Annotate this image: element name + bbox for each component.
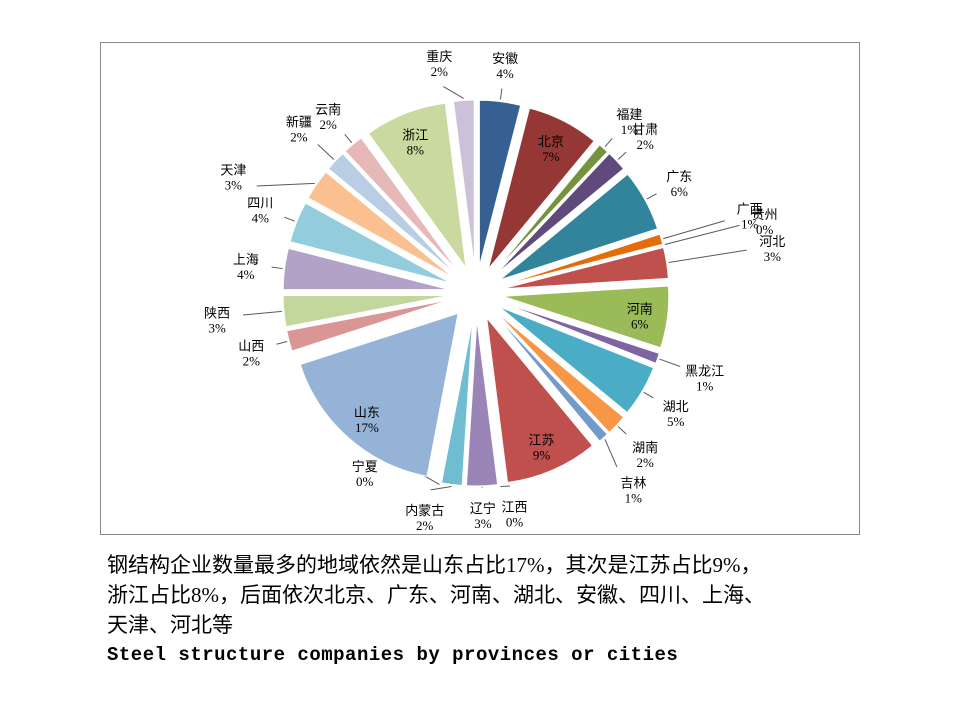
pie-slice xyxy=(452,99,475,267)
slice-label: 宁夏 0% xyxy=(352,459,378,489)
pie-slice xyxy=(502,285,670,349)
leader-line xyxy=(256,182,315,187)
slice-label: 广西 1% xyxy=(737,201,763,231)
slice-label: 湖北 5% xyxy=(663,399,689,429)
slice-label: 河北 3% xyxy=(759,234,785,264)
chart-area: 安徽 4% 北京 7% 福建 1% 甘肃 2% 广东 6% 广西 1% 贵州 0% 河北 3% 河南 6% 黑龙江 1… xyxy=(100,42,860,535)
pie-slice xyxy=(289,202,452,284)
pie-slice xyxy=(286,299,451,352)
pie-slice xyxy=(478,99,522,267)
pie-slice xyxy=(502,246,669,290)
slice-label: 湖南 2% xyxy=(632,440,658,470)
pie-slice xyxy=(282,295,450,328)
slice-label: 上海 4% xyxy=(233,252,259,282)
slice-label: 山东 17% xyxy=(354,405,380,435)
leader-line xyxy=(284,216,295,222)
leader-line xyxy=(659,358,681,367)
leader-line xyxy=(604,138,613,148)
leader-line xyxy=(276,341,288,345)
leader-line xyxy=(344,133,353,144)
slice-label: 内蒙古 2% xyxy=(405,503,444,533)
leader-line xyxy=(499,88,503,100)
leader-line xyxy=(663,220,725,240)
slice-label: 浙江 8% xyxy=(402,128,428,158)
slice-label: 福建 1% xyxy=(616,107,642,137)
slice-label: 新疆 2% xyxy=(286,115,312,145)
pie-slice xyxy=(465,319,499,487)
leader-line xyxy=(646,193,657,200)
caption-english: Steel structure companies by provinces o… xyxy=(107,644,679,666)
pie-slice xyxy=(501,301,660,364)
leader-line xyxy=(604,439,618,468)
pie-slice xyxy=(344,137,460,273)
pie-slice xyxy=(493,144,609,274)
leader-line xyxy=(643,391,654,399)
slice-label: 甘肃 2% xyxy=(632,122,658,152)
slice-label: 广东 6% xyxy=(666,169,692,199)
pie-slice xyxy=(327,152,457,275)
pie-slice xyxy=(499,173,659,281)
slice-label: 天津 3% xyxy=(220,163,246,193)
leader-line xyxy=(317,144,335,160)
pie-slice xyxy=(487,107,595,270)
pie-chart: 安徽 4% 北京 7% 福建 1%甘肃 2% 广东 6% 广西 1%贵州 0%河北 3% 河南 6% 黑龙江 1… xyxy=(204,49,785,533)
pie-slice xyxy=(495,152,625,275)
slice-label: 安徽 4% xyxy=(492,51,518,81)
leader-line xyxy=(668,249,747,263)
slice-label: 辽宁 3% xyxy=(470,501,496,531)
pie-slice xyxy=(307,171,454,279)
leader-line xyxy=(617,426,627,435)
slice-label: 北京 7% xyxy=(538,134,564,164)
pie-slice xyxy=(299,312,459,477)
pie-slice xyxy=(493,312,609,442)
pie-slice xyxy=(486,316,594,484)
pie-slice xyxy=(440,319,474,486)
leader-line xyxy=(664,224,740,245)
slice-label: 江苏 9% xyxy=(529,432,555,462)
pie-slice xyxy=(498,306,655,414)
caption-line-3: 天津、河北等 xyxy=(107,613,233,637)
slice-label: 江西 0% xyxy=(502,500,528,530)
slice-label: 河南 6% xyxy=(627,302,653,332)
slice-label: 贵州 0% xyxy=(752,207,778,237)
slice-label: 吉林 1% xyxy=(620,475,646,505)
slice-label: 重庆 2% xyxy=(426,49,452,79)
pie-slice xyxy=(367,102,467,269)
pie-slice xyxy=(501,233,664,286)
leader-line xyxy=(271,266,283,270)
caption-line-1: 钢结构企业数量最多的地域依然是山东占比17%，其次是江苏占比9%， xyxy=(107,553,762,577)
leader-line xyxy=(430,485,452,491)
slice-label: 陕西 3% xyxy=(204,305,230,335)
leader-line xyxy=(617,151,627,160)
slice-label: 山西 2% xyxy=(238,339,264,369)
leader-line xyxy=(443,86,465,99)
caption-line-2: 浙江占比8%，后面依次北京、广东、河南、湖北、安徽、四川、上海、 xyxy=(107,583,765,607)
pie-slice xyxy=(495,311,625,434)
slice-label: 黑龙江 1% xyxy=(685,363,724,393)
slice-label: 四川 4% xyxy=(247,196,273,226)
caption-block: 钢结构企业数量最多的地域依然是山东占比17%，其次是江苏占比9%， 浙江占比8%… xyxy=(107,550,867,670)
slice-label: 云南 2% xyxy=(315,102,341,132)
leader-line xyxy=(242,310,282,316)
pie-slice xyxy=(282,247,450,291)
